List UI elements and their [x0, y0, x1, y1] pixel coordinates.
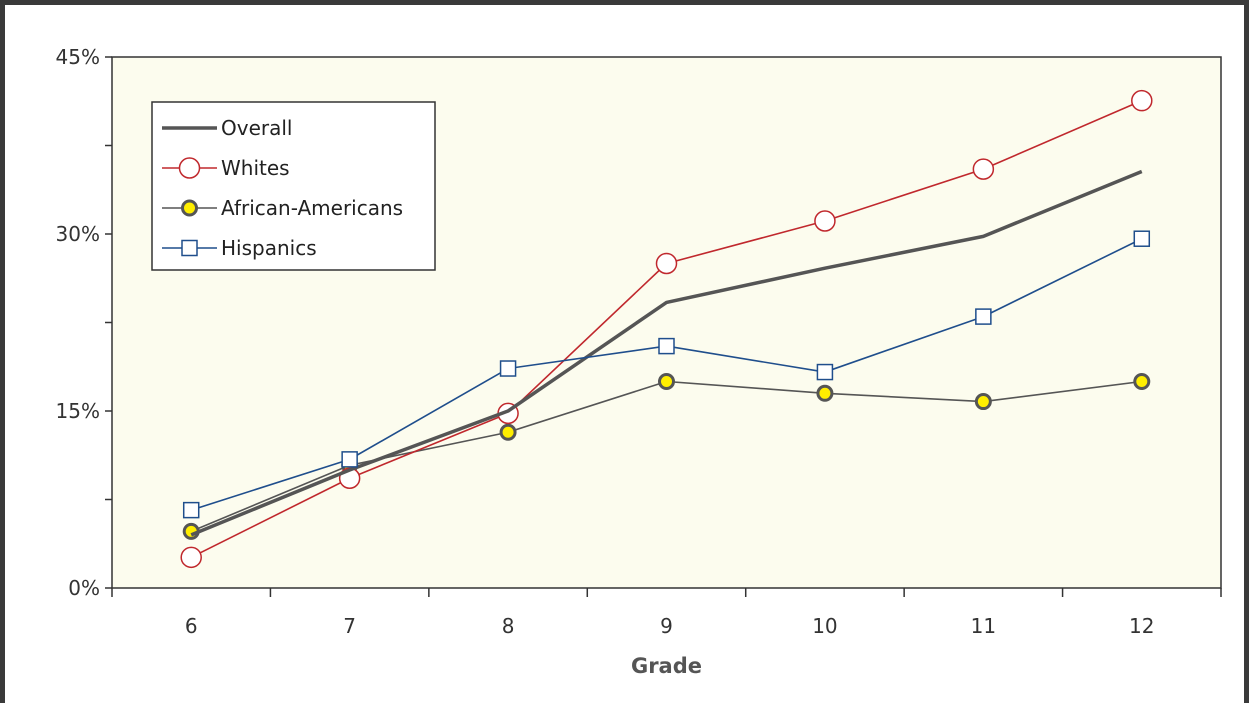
- data-point-hispanics: [975, 308, 992, 325]
- data-point-african-americans: [499, 423, 517, 441]
- legend: Overall Whites African-Americans Hispanics: [151, 101, 436, 271]
- legend-box: [151, 101, 436, 271]
- data-point-hispanics: [816, 363, 834, 381]
- data-point-hispanics: [182, 501, 200, 519]
- plot-border: [111, 56, 1222, 589]
- x-tick-label: 9: [660, 614, 673, 638]
- data-point-whites: [180, 546, 202, 569]
- data-point-whites: [1131, 89, 1153, 112]
- data-point-hispanics: [1133, 230, 1151, 247]
- legend-label: Hispanics: [221, 236, 317, 260]
- line-chart: 0% 15% 30% 45% 6 7 8 9 10 11 12 Grade Overall Whit…: [56, 45, 1222, 678]
- y-tick-label: 0%: [68, 576, 100, 600]
- data-point-hispanics: [658, 337, 675, 355]
- data-point-whites: [655, 252, 678, 275]
- legend-item-whites: Whites: [162, 156, 290, 180]
- legend-item-hispanics: Hispanics: [162, 236, 317, 260]
- series-hispanics: [182, 230, 1151, 519]
- y-tick-label: 45%: [56, 45, 100, 69]
- y-tick-label: 30%: [56, 222, 100, 246]
- x-tick-label: 6: [185, 614, 198, 638]
- data-point-african-americans: [974, 393, 992, 411]
- x-axis: 6 7 8 9 10 11 12: [111, 588, 1222, 638]
- y-axis: 0% 15% 30% 45%: [56, 45, 112, 600]
- data-point-whites: [972, 158, 995, 180]
- legend-marker: [181, 199, 198, 217]
- x-tick-label: 11: [971, 614, 996, 638]
- data-point-whites: [814, 210, 836, 232]
- x-tick-label: 10: [812, 614, 837, 638]
- series-overall: [190, 169, 1143, 537]
- legend-label: Whites: [221, 156, 290, 180]
- legend-label: Overall: [221, 116, 292, 140]
- data-point-african-americans: [816, 384, 834, 402]
- data-point-african-americans: [1133, 373, 1151, 390]
- series-line-overall: [190, 169, 1143, 537]
- legend-item-african-americans: African-Americans: [162, 196, 403, 220]
- legend-label: African-Americans: [221, 196, 403, 220]
- data-point-african-americans: [658, 373, 675, 390]
- y-tick-label: 15%: [56, 399, 100, 423]
- legend-marker: [178, 157, 201, 179]
- data-point-hispanics: [499, 360, 517, 377]
- x-axis-title: Grade: [631, 654, 702, 678]
- legend-item-overall: Overall: [162, 116, 292, 140]
- data-point-hispanics: [341, 451, 358, 468]
- legend-marker: [181, 239, 198, 257]
- x-tick-label: 7: [343, 614, 356, 638]
- x-tick-label: 8: [502, 614, 515, 638]
- x-tick-label: 12: [1129, 614, 1154, 638]
- series-layer: [180, 89, 1153, 569]
